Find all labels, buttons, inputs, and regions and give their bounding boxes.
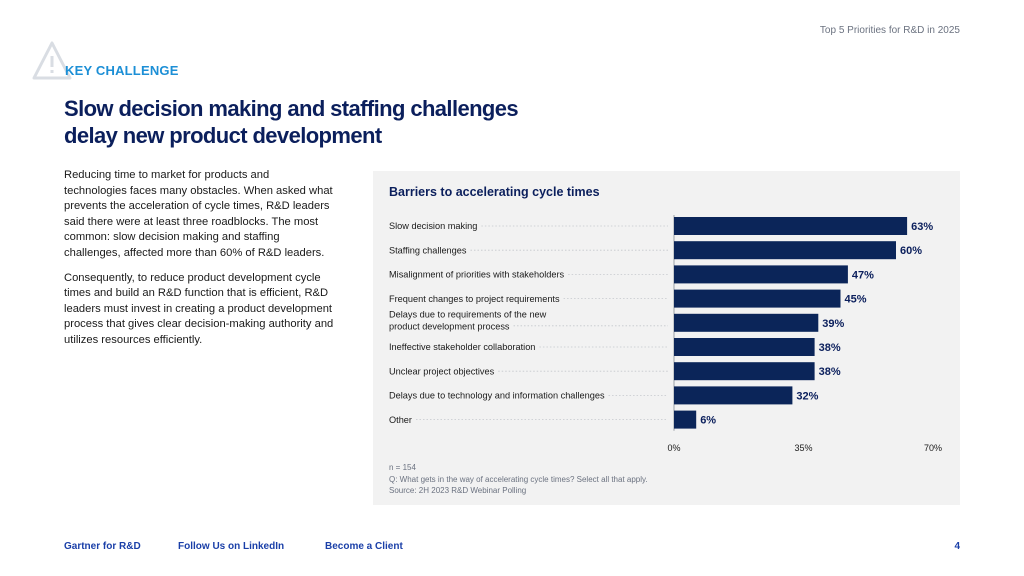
chart-title: Barriers to accelerating cycle times xyxy=(389,185,600,199)
value-label: 60% xyxy=(900,245,922,257)
footer-link-linkedin[interactable]: Follow Us on LinkedIn xyxy=(178,541,285,552)
body-text: Reducing time to market for products and… xyxy=(64,168,334,358)
page-number: 4 xyxy=(954,541,960,552)
value-label: 38% xyxy=(819,366,841,378)
bar xyxy=(674,241,896,260)
bar xyxy=(674,362,815,381)
value-label: 38% xyxy=(819,342,841,354)
bar xyxy=(674,410,697,429)
value-label: 63% xyxy=(911,221,933,233)
value-label: 32% xyxy=(796,390,818,402)
bar xyxy=(674,289,841,308)
category-label: Staffing challenges xyxy=(389,245,467,255)
x-tick-label: 70% xyxy=(924,443,942,453)
headline-line-1: Slow decision making and staffing challe… xyxy=(64,96,519,121)
category-label: Unclear project objectives xyxy=(389,366,495,376)
sample-size-note: n = 154 xyxy=(389,463,416,472)
bar xyxy=(674,386,793,405)
headline-line-2: delay new product development xyxy=(64,123,382,148)
bar-chart: Slow decision making 63% Staffing challeng… xyxy=(389,215,942,453)
bar xyxy=(674,338,815,356)
category-label: Delays due to requirements of the new pro… xyxy=(389,309,547,331)
section-label: KEY CHALLENGE xyxy=(65,63,179,78)
bar xyxy=(674,313,819,332)
x-tick-label: 35% xyxy=(794,443,812,453)
bar xyxy=(674,265,848,284)
x-tick-label: 0% xyxy=(667,443,680,453)
category-label: Frequent changes to project requirements xyxy=(389,294,560,304)
value-label: 47% xyxy=(852,269,874,281)
category-label: Delays due to technology and information… xyxy=(389,391,605,401)
value-label: 39% xyxy=(822,318,844,330)
source-note: Source: 2H 2023 R&D Webinar Polling xyxy=(389,486,527,495)
chart-notes: n = 154 Q: What gets in the way of accel… xyxy=(389,462,648,497)
question-note: Q: What gets in the way of accelerating … xyxy=(389,474,648,484)
category-label: Slow decision making xyxy=(389,221,477,231)
value-label: 6% xyxy=(700,415,716,427)
page-headline: Slow decision making and staffing challe… xyxy=(64,95,624,149)
footer-link-become-client[interactable]: Become a Client xyxy=(325,541,403,552)
bar xyxy=(674,217,908,235)
warning-triangle-icon xyxy=(32,41,72,80)
footer-link-gartner-rd[interactable]: Gartner for R&D xyxy=(64,541,141,552)
value-label: 45% xyxy=(845,294,867,306)
category-label: Other xyxy=(389,415,412,425)
report-title: Top 5 Priorities for R&D in 2025 xyxy=(819,25,960,36)
category-label: Misalignment of priorities with stakehol… xyxy=(389,270,565,280)
body-paragraph-1: Reducing time to market for products and… xyxy=(64,169,333,259)
body-paragraph-2: Consequently, to reduce product developm… xyxy=(64,271,334,346)
category-label: Ineffective stakeholder collaboration xyxy=(389,342,535,352)
